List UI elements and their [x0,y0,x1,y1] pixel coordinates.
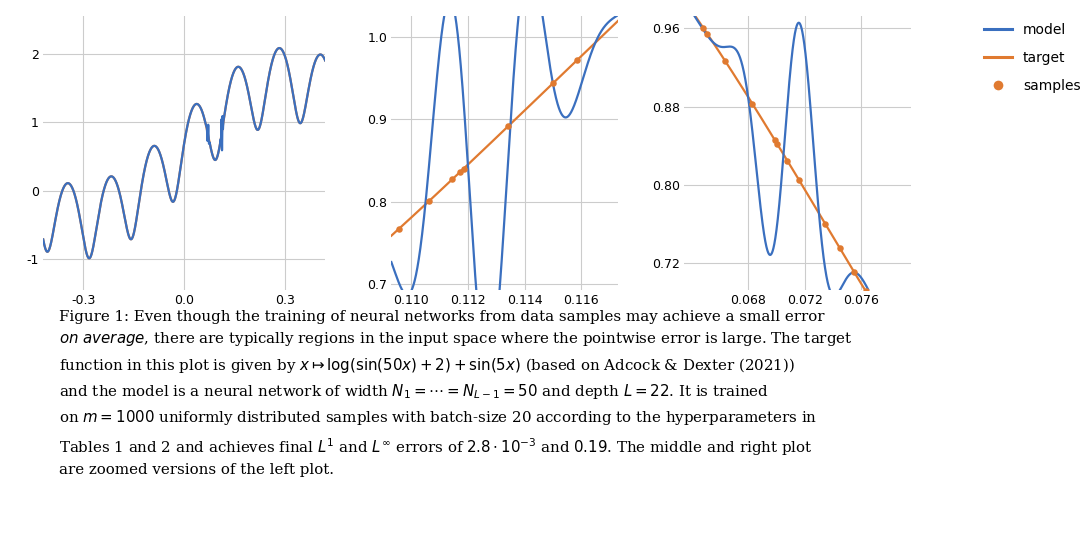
Point [544,79,562,87]
Point [499,122,516,131]
Point [832,244,849,253]
Point [699,29,716,38]
Text: Figure 1: Even though the training of neural networks from data samples may achi: Figure 1: Even though the training of ne… [58,310,852,477]
Point [451,168,469,176]
Point [816,219,834,228]
Point [846,268,863,276]
Point [455,164,472,173]
Legend: model, target, samples: model, target, samples [984,23,1080,93]
Point [444,175,461,183]
Point [866,301,883,310]
Point [390,224,407,233]
Point [791,176,808,185]
Point [420,197,437,206]
Point [766,136,783,145]
Point [860,292,877,300]
Point [717,57,734,66]
Point [856,287,874,295]
Point [568,56,585,64]
Point [779,157,796,165]
Point [744,99,761,108]
Point [886,332,903,341]
Point [769,140,786,149]
Point [694,23,712,32]
